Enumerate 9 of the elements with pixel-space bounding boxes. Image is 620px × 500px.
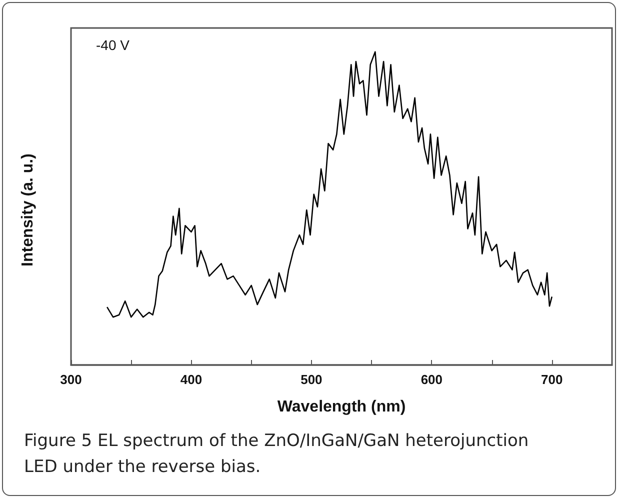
x-tick-label: 500 bbox=[300, 372, 322, 387]
text: Figure 5 EL spectrum of the ZnO/InGaN/GaN heterojunction LED under the reverse bias. bbox=[24, 430, 530, 479]
x-tick-label: 700 bbox=[541, 372, 563, 387]
x-tick-label: 600 bbox=[420, 372, 443, 387]
x-axis-title: Wavelength (nm) bbox=[277, 398, 406, 416]
annotation: -40 V bbox=[96, 37, 130, 53]
x-tick-label: 300 bbox=[60, 372, 82, 387]
x-tick-label: 400 bbox=[180, 372, 202, 387]
y-axis-title: Intensity (a. u.) bbox=[20, 154, 36, 266]
